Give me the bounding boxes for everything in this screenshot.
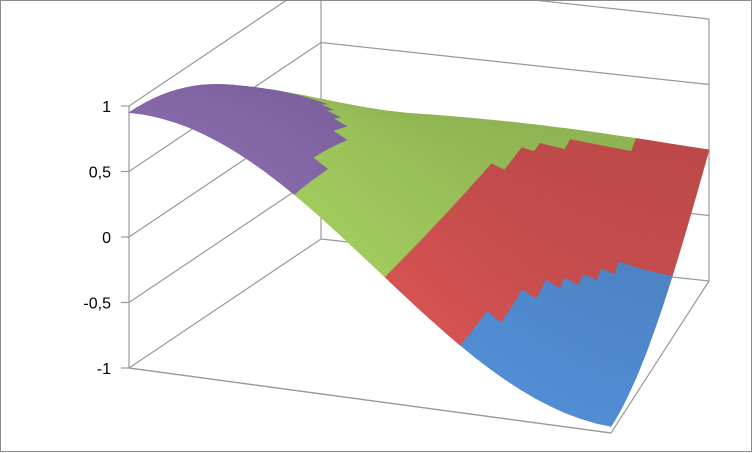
z-tick-label-0: -1: [97, 361, 111, 378]
z-axis-tick-labels: -1 -0,5 0 0,5 1: [83, 99, 129, 378]
z-tick-label-1: -0,5: [83, 296, 111, 313]
z-tick-label-3: 0,5: [89, 165, 111, 182]
surface-patch-31-0: [595, 416, 616, 427]
z-tick-label-2: 0: [102, 230, 111, 247]
gridline-back-4: [128, 1, 710, 107]
front-floor-edge: [128, 367, 612, 434]
surface-layer: [128, 83, 710, 427]
gridlines-front: [128, 367, 612, 434]
z-tick-label-4: 1: [102, 99, 111, 116]
